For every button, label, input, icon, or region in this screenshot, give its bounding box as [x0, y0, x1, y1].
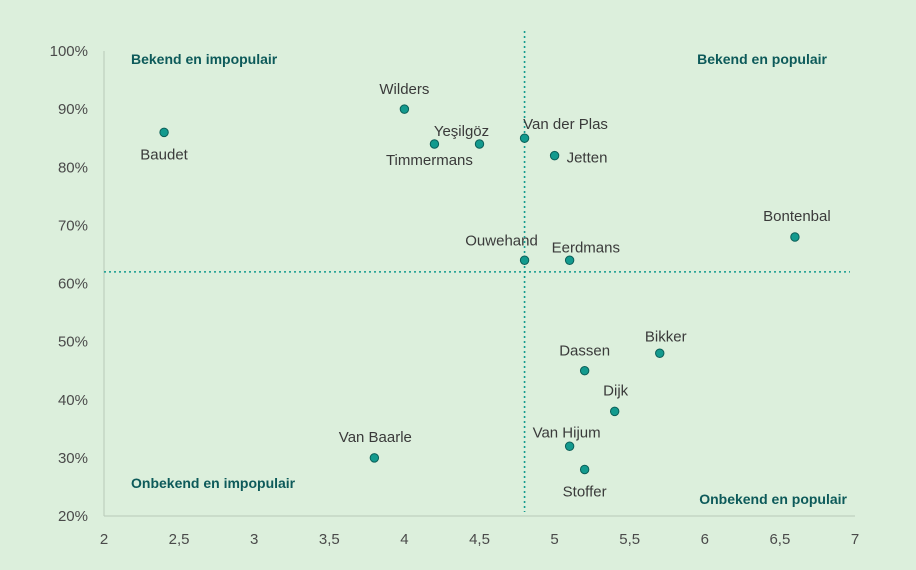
point-label: Bikker — [645, 328, 687, 345]
data-points: Baudet Wilders Timmermans Yeşilgöz Van der P… — [140, 81, 830, 500]
data-point — [474, 139, 485, 149]
point-label: Baudet — [140, 146, 188, 163]
point-label: Eerdmans — [552, 239, 620, 256]
y-tick-label: 100% — [50, 43, 88, 60]
y-tick-label: 20% — [58, 508, 88, 525]
data-point — [579, 365, 590, 376]
point-label: Van der Plas — [523, 116, 608, 133]
y-tick-label: 30% — [58, 450, 88, 467]
quadrant-label-bottom-right: Onbekend en populair — [699, 491, 847, 507]
y-tick-label: 90% — [58, 101, 88, 118]
quadrant-label-top-right: Bekend en populair — [697, 51, 827, 67]
data-point — [549, 150, 560, 161]
data-point — [159, 127, 169, 138]
y-tick-label: 60% — [58, 276, 88, 293]
y-tick-label: 80% — [58, 159, 88, 176]
point-label: Dijk — [603, 382, 628, 399]
data-point — [790, 232, 800, 242]
point-label: Bontenbal — [763, 208, 831, 225]
data-point — [564, 255, 575, 265]
data-point — [399, 104, 410, 114]
x-tick-label: 3 — [250, 531, 258, 548]
x-tick-label: 7 — [851, 531, 859, 548]
quadrant-labels: Bekend en impopulair Bekend en populair … — [131, 51, 848, 507]
data-point — [369, 453, 380, 463]
point-label: Van Hijum — [533, 424, 601, 441]
x-tick-label: 2,5 — [169, 531, 190, 548]
data-point — [564, 441, 575, 451]
data-point — [519, 255, 530, 265]
x-tick-label: 3,5 — [319, 531, 340, 548]
data-point — [609, 406, 620, 417]
x-tick-label: 5 — [550, 531, 558, 548]
point-label: Timmermans — [386, 152, 473, 169]
x-tick-label: 5,5 — [619, 531, 640, 548]
point-label: Yeşilgöz — [434, 123, 489, 140]
point-label: Wilders — [379, 81, 429, 98]
quadrant-label-top-left: Bekend en impopulair — [131, 51, 278, 67]
x-tick-label: 4,5 — [469, 531, 490, 548]
data-point — [429, 139, 440, 149]
y-tick-label: 40% — [58, 392, 88, 409]
x-tick-label: 2 — [100, 531, 108, 548]
point-label: Ouwehand — [465, 232, 538, 249]
x-tick-label: 6 — [701, 531, 709, 548]
y-tick-label: 70% — [58, 217, 88, 234]
y-tick-label: 50% — [58, 334, 88, 351]
x-tick-label: 4 — [400, 531, 408, 548]
x-tick-label: 6,5 — [769, 531, 790, 548]
data-point — [655, 348, 665, 358]
point-label: Van Baarle — [339, 429, 412, 446]
data-point — [519, 133, 530, 143]
quadrant-label-bottom-left: Onbekend en impopulair — [131, 475, 296, 491]
point-label: Dassen — [559, 343, 610, 360]
reference-lines — [104, 31, 850, 512]
point-label: Jetten — [567, 150, 608, 167]
data-point — [579, 464, 590, 475]
axes: 2 2,5 3 3,5 4 4,5 5 5,5 6 6,5 7 20% 30% 40% 50% 60% 70% 8… — [50, 43, 860, 548]
point-label: Stoffer — [563, 484, 607, 501]
